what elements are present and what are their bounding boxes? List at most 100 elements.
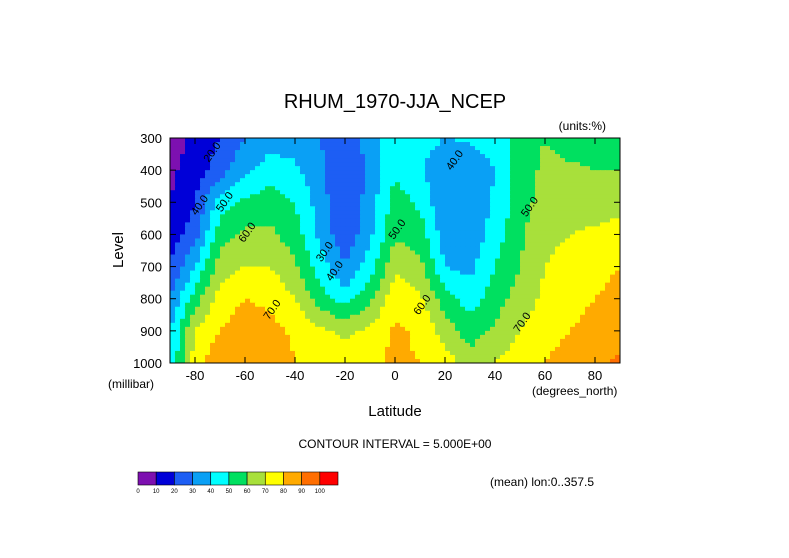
contour-cell [465,206,471,211]
contour-cell [595,350,601,356]
contour-cell [565,174,571,179]
contour-cell [325,198,331,203]
contour-cell [375,158,381,163]
contour-cell [350,270,356,276]
contour-cell [490,182,496,187]
contour-cell [230,258,236,264]
contour-cell [560,330,566,336]
contour-cell [225,318,231,324]
contour-cell [560,210,566,215]
contour-cell [350,358,356,363]
contour-cell [435,194,441,199]
contour-cell [590,250,596,256]
contour-cell [450,170,456,175]
contour-cell [235,234,241,240]
contour-cell [510,274,516,280]
contour-cell [495,306,501,312]
contour-cell [290,182,296,187]
contour-cell [230,158,236,163]
contour-cell [195,210,201,215]
contour-cell [610,318,616,324]
contour-cell [530,294,536,300]
contour-cell [180,138,186,143]
contour-cell [400,218,406,223]
contour-cell [340,214,346,219]
contour-cell [565,354,571,360]
contour-cell [605,350,611,356]
contour-cell [265,306,271,312]
contour-cell [235,266,241,272]
contour-cell [330,274,336,280]
contour-cell [550,218,556,223]
contour-cell [195,314,201,320]
contour-cell [480,338,486,344]
contour-cell [435,150,441,155]
contour-cell [215,142,221,147]
contour-cell [575,162,581,167]
contour-cell [560,302,566,308]
contour-cell [175,190,181,195]
plot-area [170,138,620,363]
contour-cell [230,230,236,236]
contour-cell [550,266,556,272]
contour-cell [545,266,551,272]
contour-cell [450,214,456,219]
contour-cell [405,230,411,236]
contour-cell [260,186,266,191]
contour-cell [485,174,491,179]
contour-cell [275,318,281,324]
contour-cell [300,258,306,264]
contour-cell [565,330,571,336]
contour-cell [575,146,581,151]
contour-cell [195,150,201,155]
contour-cell [570,242,576,248]
contour-cell [180,250,186,256]
contour-cell [545,194,551,199]
contour-cell [565,246,571,252]
contour-cell [550,138,556,143]
contour-cell [535,326,541,332]
contour-cell [195,170,201,175]
contour-cell [390,354,396,360]
contour-cell [590,150,596,155]
contour-cell [475,190,481,195]
contour-cell [320,198,326,203]
contour-cell [515,286,521,292]
contour-cell [585,270,591,276]
contour-cell [245,298,251,304]
contour-cell [480,310,486,316]
contour-cell [520,234,526,240]
contour-cell [230,330,236,336]
contour-cell [215,294,221,300]
contour-cell [490,198,496,203]
contour-cell [565,266,571,272]
contour-cell [325,266,331,272]
contour-cell [340,302,346,308]
contour-cell [435,186,441,191]
contour-cell [510,254,516,260]
contour-cell [430,266,436,272]
contour-cell [430,294,436,300]
contour-cell [175,254,181,260]
contour-cell [320,230,326,236]
contour-cell [540,158,546,163]
contour-cell [585,150,591,155]
contour-cell [330,170,336,175]
contour-cell [420,222,426,227]
contour-cell [465,282,471,288]
contour-cell [590,350,596,356]
contour-cell [235,166,241,171]
contour-cell [170,150,176,155]
contour-cell [535,258,541,264]
contour-cell [265,314,271,320]
contour-cell [185,158,191,163]
contour-cell [240,338,246,344]
contour-cell [485,318,491,324]
contour-cell [265,238,271,244]
contour-cell [460,318,466,324]
contour-cell [500,226,506,232]
contour-cell [345,146,351,151]
contour-cell [595,354,601,360]
contour-cell [580,202,586,207]
contour-cell [590,214,596,219]
